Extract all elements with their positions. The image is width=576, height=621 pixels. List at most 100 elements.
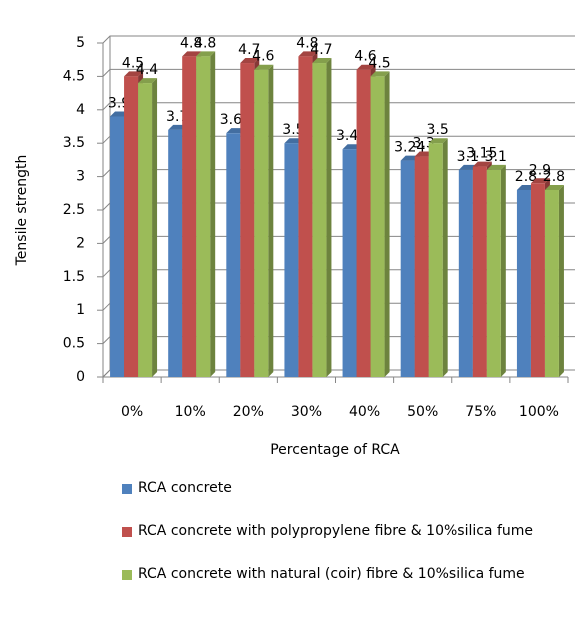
data-label: 4.6 bbox=[252, 49, 274, 65]
bar-front bbox=[226, 133, 241, 377]
bar-top bbox=[240, 58, 260, 64]
bar-side bbox=[558, 184, 564, 377]
bar-front bbox=[182, 56, 197, 378]
x-axis-title: Percentage of RCA bbox=[270, 442, 400, 458]
bar-side bbox=[326, 58, 332, 377]
y-tick-label: 1.5 bbox=[63, 269, 85, 285]
y-tick-label: 5 bbox=[76, 35, 85, 51]
legend-label: RCA concrete with polypropylene fibre & … bbox=[138, 523, 534, 539]
bar-front bbox=[370, 76, 385, 378]
y-tick-label: 3 bbox=[76, 169, 85, 185]
bar-front bbox=[138, 83, 153, 377]
bar bbox=[370, 71, 390, 378]
bar-front bbox=[400, 160, 415, 377]
bar-front bbox=[240, 63, 255, 377]
bar-front bbox=[254, 69, 269, 377]
bar-front bbox=[298, 56, 313, 378]
data-label: 4.5 bbox=[368, 55, 390, 71]
bar-front bbox=[342, 149, 357, 377]
x-tick-label: 75% bbox=[465, 404, 496, 420]
bar-top bbox=[196, 51, 216, 57]
bar-top bbox=[182, 51, 202, 57]
bar-side bbox=[210, 51, 216, 378]
x-tick-label: 10% bbox=[175, 404, 206, 420]
legend-item: RCA concrete with polypropylene fibre & … bbox=[122, 521, 562, 542]
bar-front bbox=[414, 156, 429, 377]
bar-front bbox=[312, 63, 327, 377]
x-tick-label: 20% bbox=[233, 404, 264, 420]
bar-front bbox=[472, 166, 487, 377]
bar-top bbox=[312, 58, 332, 64]
bar bbox=[138, 78, 158, 377]
bar-front bbox=[486, 169, 501, 377]
bar-side bbox=[442, 138, 448, 377]
bar bbox=[196, 51, 216, 378]
y-tick-label: 2 bbox=[76, 235, 85, 251]
data-label: 4.6 bbox=[354, 49, 376, 65]
bar-front bbox=[458, 169, 473, 377]
y-tick-label: 4 bbox=[76, 102, 85, 118]
bar bbox=[254, 64, 274, 377]
bar-front bbox=[168, 129, 183, 377]
data-label: 4.7 bbox=[310, 42, 332, 58]
x-tick-label: 50% bbox=[407, 404, 438, 420]
x-tick-label: 100% bbox=[519, 404, 559, 420]
bar-front bbox=[544, 189, 559, 377]
legend-item: RCA concrete bbox=[122, 478, 562, 499]
data-label: 4.8 bbox=[180, 35, 202, 51]
y-tick-label: 0.5 bbox=[63, 336, 85, 352]
data-label: 2.9 bbox=[529, 162, 551, 178]
grid-line bbox=[102, 135, 575, 144]
data-label: 4.4 bbox=[136, 62, 158, 78]
y-tick-label: 2.5 bbox=[63, 202, 85, 218]
bar-front bbox=[124, 76, 139, 378]
data-label: 2.8 bbox=[543, 169, 565, 185]
legend: RCA concrete RCA concrete with polypropyl… bbox=[122, 478, 562, 607]
bar-front bbox=[284, 143, 299, 377]
bar-front bbox=[530, 183, 545, 377]
y-tick-label: 0 bbox=[76, 369, 85, 385]
data-label: 4.5 bbox=[122, 55, 144, 71]
data-label: 3.15 bbox=[466, 146, 497, 162]
bar-top bbox=[356, 64, 376, 70]
y-tick-label: 3.5 bbox=[63, 135, 85, 151]
legend-item: RCA concrete with natural (coir) fibre &… bbox=[122, 564, 562, 585]
data-label: 4.7 bbox=[238, 42, 260, 58]
bar-top bbox=[138, 78, 158, 84]
grid-line bbox=[102, 102, 575, 111]
bar-front bbox=[356, 69, 371, 377]
bar bbox=[486, 164, 506, 377]
bar bbox=[312, 58, 332, 377]
grid-line bbox=[102, 35, 575, 44]
bar-side bbox=[268, 64, 274, 377]
bar-front bbox=[428, 143, 443, 377]
data-label: 4.8 bbox=[296, 35, 318, 51]
bar-front bbox=[110, 116, 125, 377]
data-label: 3.24 bbox=[394, 140, 425, 156]
bar-top bbox=[124, 71, 144, 77]
data-label: 2.8 bbox=[515, 169, 537, 185]
legend-swatch bbox=[122, 570, 132, 580]
bar-top bbox=[298, 51, 318, 57]
y-tick-label: 4.5 bbox=[63, 68, 85, 84]
legend-swatch bbox=[122, 484, 132, 494]
data-label: 3.5 bbox=[427, 122, 449, 138]
x-tick-label: 30% bbox=[291, 404, 322, 420]
data-label: 4.8 bbox=[194, 35, 216, 51]
legend-swatch bbox=[122, 527, 132, 537]
x-tick-label: 0% bbox=[121, 404, 143, 420]
grid-line bbox=[102, 68, 575, 77]
bar-top bbox=[544, 184, 564, 190]
data-label: 3.1 bbox=[457, 149, 479, 165]
bar-top bbox=[530, 178, 550, 184]
bar-top bbox=[370, 71, 390, 77]
bar-top bbox=[472, 161, 492, 167]
bar-top bbox=[486, 164, 506, 170]
x-tick-label: 40% bbox=[349, 404, 380, 420]
legend-label: RCA concrete bbox=[138, 480, 232, 496]
y-axis-title: Tensile strength bbox=[14, 155, 30, 267]
data-label: 3.1 bbox=[485, 149, 507, 165]
bar-side bbox=[384, 71, 390, 378]
y-tick-label: 1 bbox=[76, 302, 85, 318]
